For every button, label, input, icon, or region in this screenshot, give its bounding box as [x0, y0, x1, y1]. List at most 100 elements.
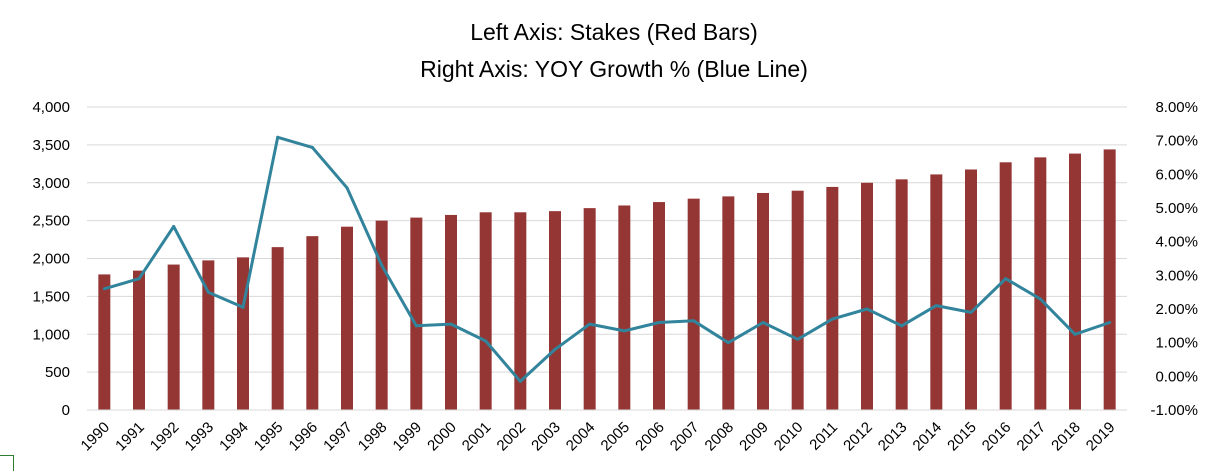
line-point: [1108, 320, 1112, 324]
bar: [999, 162, 1012, 410]
left-tick-label: 0: [62, 402, 70, 419]
category-label: 1992: [147, 419, 183, 455]
line-point: [206, 290, 210, 294]
category-label: 2003: [528, 419, 564, 455]
bar: [271, 247, 284, 410]
right-tick-label: 4.00%: [1155, 234, 1198, 251]
line-point: [310, 145, 314, 149]
growth-line: [103, 135, 1111, 383]
bar: [98, 274, 111, 410]
bar: [133, 270, 145, 410]
bar: [306, 236, 319, 410]
category-label: 2011: [806, 419, 841, 454]
bar-series: [98, 149, 1116, 411]
line-point: [172, 225, 176, 229]
line-series: [102, 135, 1112, 383]
left-tick-label: 2,500: [32, 213, 70, 230]
chart-title-line-2: Right Axis: YOY Growth % (Blue Line): [420, 56, 808, 82]
category-label: 1993: [182, 419, 218, 455]
left-tick-label: 1,500: [32, 288, 70, 305]
category-label: 1994: [216, 419, 252, 455]
left-tick-label: 500: [45, 364, 70, 381]
line-point: [484, 339, 488, 343]
line-point: [102, 287, 106, 291]
line-point: [830, 317, 834, 321]
line-point: [380, 263, 384, 267]
right-tick-label: 2.00%: [1155, 301, 1198, 318]
category-label: 2005: [598, 419, 634, 455]
right-tick-label: 0.00%: [1155, 368, 1198, 385]
line-point: [622, 329, 626, 333]
line-point: [414, 324, 418, 328]
line-point: [588, 322, 592, 326]
line-point: [276, 135, 280, 139]
bar: [583, 208, 596, 410]
corner-frame: [0, 455, 14, 471]
bar: [410, 217, 423, 410]
line-point: [1004, 277, 1008, 281]
category-label: 2009: [736, 419, 772, 455]
line-point: [137, 277, 141, 281]
line-point: [934, 304, 938, 308]
category-label: 2013: [875, 419, 911, 455]
line-point: [900, 324, 904, 328]
left-tick-label: 2,000: [32, 251, 70, 268]
bar: [895, 179, 908, 410]
left-tick-label: 1,000: [32, 326, 70, 343]
right-tick-label: 6.00%: [1155, 166, 1198, 183]
right-tick-label: 5.00%: [1155, 200, 1198, 217]
bar: [1034, 157, 1047, 410]
bar: [965, 169, 977, 410]
category-label: 1999: [390, 419, 426, 455]
right-tick-label: 1.00%: [1155, 335, 1198, 352]
right-tick-label: 7.00%: [1155, 133, 1198, 150]
bar: [445, 214, 457, 410]
category-label: 2001: [459, 419, 495, 455]
bar: [341, 226, 353, 410]
category-label: 2010: [771, 419, 807, 455]
right-axis: -1.00% 0.00% 1.00% 2.00% 3.00% 4.00% 5.00% 6.00…: [1150, 99, 1198, 419]
category-label: 2018: [1048, 419, 1084, 455]
line-point: [241, 305, 245, 309]
category-label: 2016: [979, 419, 1015, 455]
bar: [930, 174, 943, 410]
category-label: 1990: [78, 419, 114, 455]
line-point: [345, 186, 349, 190]
bar: [653, 202, 665, 410]
left-tick-label: 3,500: [32, 137, 70, 154]
line-point: [969, 310, 973, 314]
bar: [375, 220, 388, 410]
line-point: [657, 320, 661, 324]
x-axis: 1990 1991 1992 1993 1994 1995 1996 1997 1998 1999…: [78, 409, 1127, 455]
line-point: [761, 320, 765, 324]
bar: [202, 260, 215, 410]
line-point: [692, 319, 696, 323]
category-label: 2019: [1083, 419, 1119, 455]
bar: [618, 205, 631, 410]
category-label: 2004: [563, 419, 599, 455]
line-point: [726, 341, 730, 345]
line-point: [518, 379, 522, 383]
bar: [722, 196, 735, 410]
bar: [826, 186, 839, 410]
bar: [1103, 149, 1116, 411]
bar: [791, 190, 804, 410]
category-label: 2012: [840, 419, 876, 455]
bar: [1069, 153, 1081, 410]
left-axis: 0 500 1,000 1,500 2,000 2,500 3,000 3,500 4,000: [32, 99, 70, 419]
bar: [514, 212, 527, 410]
category-label: 2015: [944, 419, 980, 455]
left-tick-label: 3,000: [32, 175, 70, 192]
category-label: 2017: [1014, 419, 1050, 455]
category-label: 1995: [251, 419, 287, 455]
bar: [549, 211, 561, 410]
category-label: 2014: [910, 419, 946, 455]
line-point: [865, 307, 869, 311]
category-label: 1998: [355, 419, 391, 455]
line-point: [1038, 297, 1042, 301]
bar: [687, 198, 700, 410]
line-point: [553, 347, 557, 351]
right-tick-label: 8.00%: [1155, 99, 1198, 116]
category-label: 2007: [667, 419, 703, 455]
